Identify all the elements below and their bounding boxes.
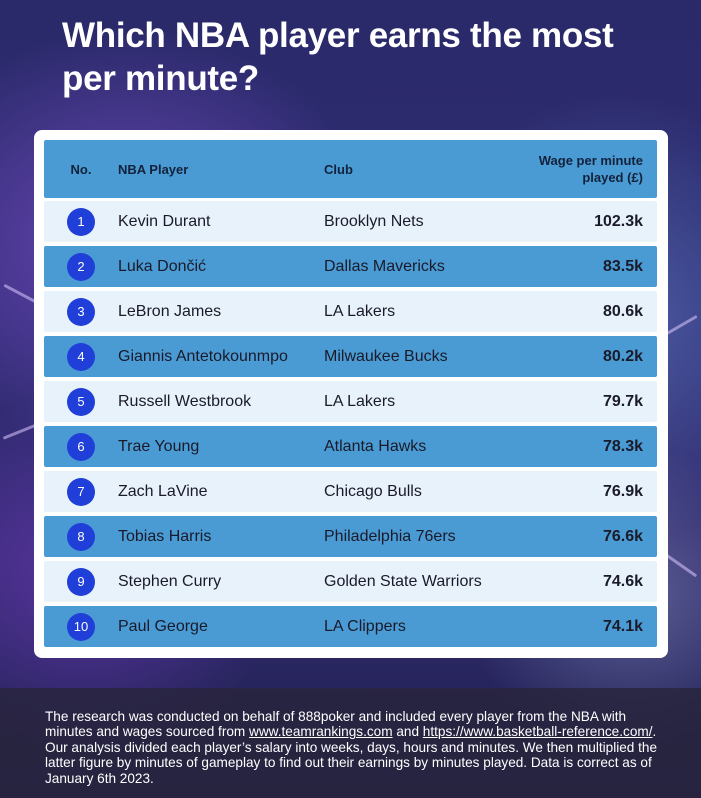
table-header: No. NBA Player Club Wage per minute play… xyxy=(44,140,657,198)
rank-cell: 8 xyxy=(44,522,118,551)
table-row: 8 Tobias Harris Philadelphia 76ers 76.6k xyxy=(44,516,657,557)
player-name: Russell Westbrook xyxy=(118,392,252,410)
rank-cell: 9 xyxy=(44,567,118,596)
club-name: Brooklyn Nets xyxy=(324,212,424,230)
player-name: Paul George xyxy=(118,617,208,635)
rank-badge: 8 xyxy=(67,522,95,551)
club-name: LA Clippers xyxy=(324,617,406,635)
table-row: 1 Kevin Durant Brooklyn Nets 102.3k xyxy=(44,201,657,242)
club-name: Chicago Bulls xyxy=(324,482,422,500)
column-header-club: Club xyxy=(324,161,353,177)
table-row: 10 Paul George LA Clippers 74.1k xyxy=(44,606,657,647)
column-header-wage: Wage per minute played (£) xyxy=(538,153,643,185)
club-name: Philadelphia 76ers xyxy=(324,527,456,545)
wage-value: 80.2k xyxy=(602,347,643,365)
wage-value: 74.6k xyxy=(602,572,643,590)
footer-panel xyxy=(0,688,701,798)
table-row: 4 Giannis Antetokounmpo Milwaukee Bucks 80.… xyxy=(44,336,657,377)
club-name: Golden State Warriors xyxy=(324,572,482,590)
wage-value: 102.3k xyxy=(594,212,643,230)
player-name: Luka Dončić xyxy=(118,257,207,275)
rank-cell: 7 xyxy=(44,477,118,506)
club-name: Dallas Mavericks xyxy=(324,257,445,275)
wage-value: 76.9k xyxy=(602,482,643,500)
column-header-player: NBA Player xyxy=(118,161,189,177)
wage-value: 74.1k xyxy=(602,617,643,635)
player-name: Kevin Durant xyxy=(118,212,211,230)
rank-badge: 1 xyxy=(67,207,95,236)
table-row: 6 Trae Young Atlanta Hawks 78.3k xyxy=(44,426,657,467)
rank-cell: 5 xyxy=(44,387,118,416)
rank-badge: 3 xyxy=(67,297,95,326)
club-name: LA Lakers xyxy=(324,392,396,410)
footnote-text: . Our analysis divided each player’s sal… xyxy=(45,724,658,786)
rank-cell: 10 xyxy=(44,612,118,641)
column-header-rank: No. xyxy=(70,161,92,177)
table-row: 3 LeBron James LA Lakers 80.6k xyxy=(44,291,657,332)
wage-value: 83.5k xyxy=(602,257,643,275)
club-name: Milwaukee Bucks xyxy=(324,347,448,365)
player-name: Zach LaVine xyxy=(118,482,208,500)
footnote-text: The research was conducted on behalf of … xyxy=(45,709,627,740)
page-title: Which NBA player earns the most per minu… xyxy=(62,16,614,98)
player-name: Giannis Antetokounmpo xyxy=(118,347,288,365)
player-name: Tobias Harris xyxy=(118,527,212,545)
table-row: 7 Zach LaVine Chicago Bulls 76.9k xyxy=(44,471,657,512)
rank-cell: 2 xyxy=(44,252,118,281)
source-link-basketball-reference[interactable]: https://www.basketball-reference.com/ xyxy=(422,724,653,740)
wage-value: 80.6k xyxy=(602,302,643,320)
rank-cell: 6 xyxy=(44,432,118,461)
rank-badge: 4 xyxy=(67,342,95,371)
rank-badge: 9 xyxy=(67,567,95,596)
footnote: The research was conducted on behalf of … xyxy=(45,709,665,786)
table-row: 5 Russell Westbrook LA Lakers 79.7k xyxy=(44,381,657,422)
rank-cell: 1 xyxy=(44,207,118,236)
table-row: 9 Stephen Curry Golden State Warriors 74.6k xyxy=(44,561,657,602)
player-name: LeBron James xyxy=(118,302,222,320)
club-name: Atlanta Hawks xyxy=(324,437,427,455)
rank-badge: 5 xyxy=(67,387,95,416)
footnote-text: and xyxy=(392,724,423,740)
rank-badge: 7 xyxy=(67,477,95,506)
rank-cell: 3 xyxy=(44,297,118,326)
player-name: Stephen Curry xyxy=(118,572,222,590)
ranking-table: No. NBA Player Club Wage per minute play… xyxy=(34,130,668,658)
club-name: LA Lakers xyxy=(324,302,396,320)
player-name: Trae Young xyxy=(118,437,200,455)
rank-badge: 10 xyxy=(67,612,95,641)
wage-value: 79.7k xyxy=(602,392,643,410)
rank-badge: 2 xyxy=(67,252,95,281)
wage-value: 76.6k xyxy=(602,527,643,545)
rank-badge: 6 xyxy=(67,432,95,461)
rank-cell: 4 xyxy=(44,342,118,371)
wage-value: 78.3k xyxy=(602,437,643,455)
source-link-teamrankings[interactable]: www.teamrankings.com xyxy=(249,724,393,740)
table-row: 2 Luka Dončić Dallas Mavericks 83.5k xyxy=(44,246,657,287)
